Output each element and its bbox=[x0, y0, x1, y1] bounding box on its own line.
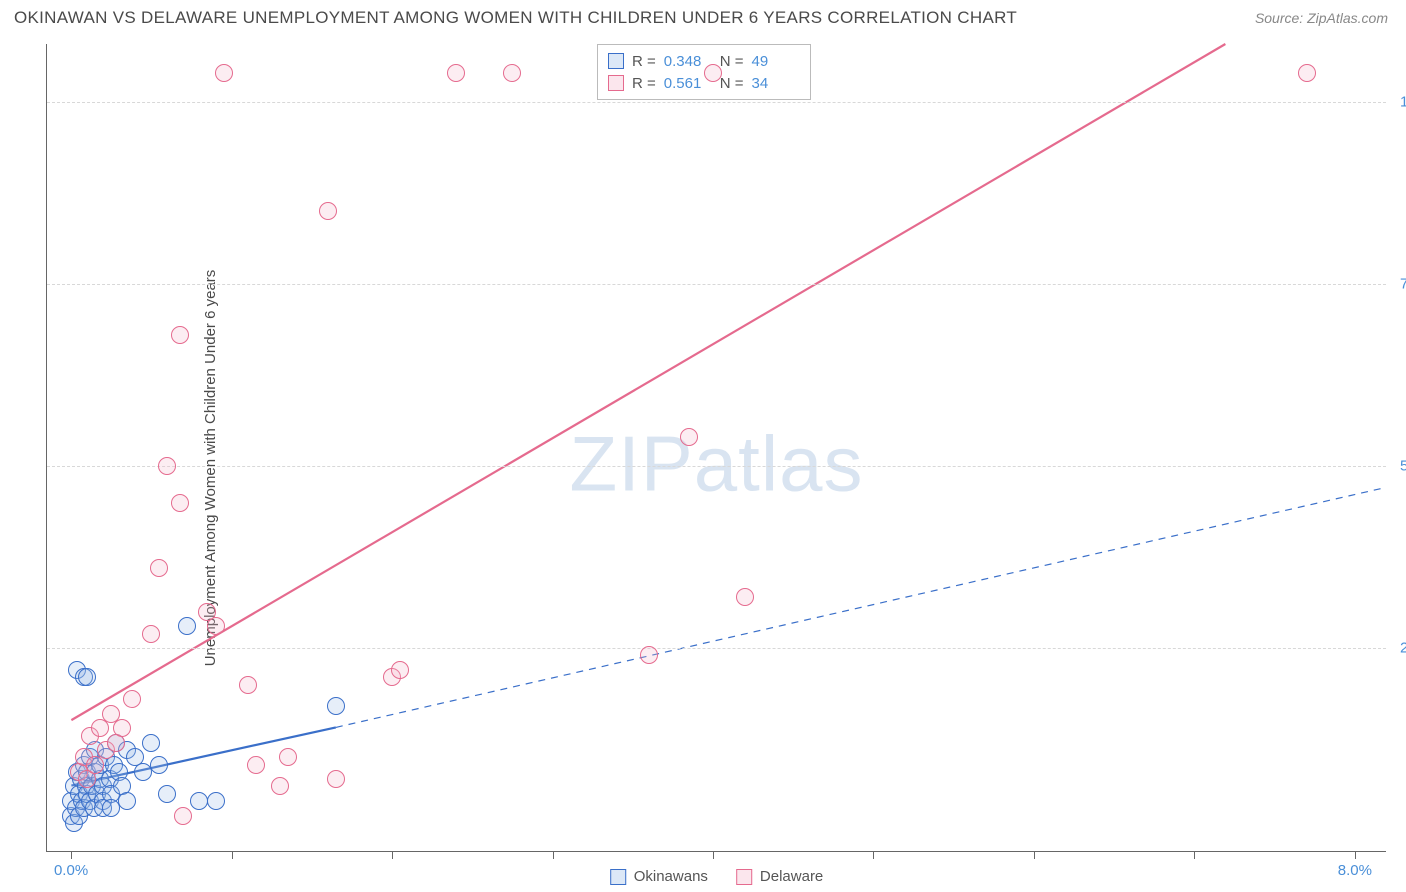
grid-line bbox=[47, 648, 1386, 649]
data-point bbox=[247, 756, 265, 774]
y-tick-label: 50.0% bbox=[1392, 458, 1406, 475]
y-tick-label: 100.0% bbox=[1392, 94, 1406, 111]
data-point bbox=[327, 770, 345, 788]
data-point bbox=[279, 748, 297, 766]
data-point bbox=[142, 625, 160, 643]
data-point bbox=[91, 719, 109, 737]
x-tick bbox=[553, 851, 554, 859]
x-tick bbox=[232, 851, 233, 859]
data-point bbox=[680, 428, 698, 446]
trend-line bbox=[336, 487, 1386, 727]
data-point bbox=[86, 756, 104, 774]
data-point bbox=[640, 646, 658, 664]
source-attribution: Source: ZipAtlas.com bbox=[1255, 10, 1388, 26]
data-point bbox=[207, 617, 225, 635]
legend-swatch bbox=[608, 53, 624, 69]
legend-n-label: N = bbox=[720, 53, 744, 70]
grid-line bbox=[47, 284, 1386, 285]
data-point bbox=[239, 676, 257, 694]
data-point bbox=[102, 799, 120, 817]
x-tick bbox=[713, 851, 714, 859]
x-tick bbox=[392, 851, 393, 859]
data-point bbox=[123, 690, 141, 708]
data-point bbox=[391, 661, 409, 679]
x-tick-label: 0.0% bbox=[54, 862, 88, 879]
grid-line bbox=[47, 102, 1386, 103]
x-tick bbox=[1034, 851, 1035, 859]
y-tick-label: 25.0% bbox=[1392, 640, 1406, 657]
watermark: ZIPatlas bbox=[569, 418, 863, 509]
data-point bbox=[178, 617, 196, 635]
data-point bbox=[215, 64, 233, 82]
data-point bbox=[271, 777, 289, 795]
x-tick bbox=[1355, 851, 1356, 859]
legend-n-value: 49 bbox=[752, 53, 800, 70]
legend-swatch bbox=[608, 75, 624, 91]
data-point bbox=[319, 202, 337, 220]
series-legend: Okinawans Delaware bbox=[610, 868, 824, 885]
y-tick-label: 75.0% bbox=[1392, 276, 1406, 293]
data-point bbox=[158, 785, 176, 803]
data-point bbox=[174, 807, 192, 825]
chart-container: OKINAWAN VS DELAWARE UNEMPLOYMENT AMONG … bbox=[0, 0, 1406, 892]
data-point bbox=[207, 792, 225, 810]
legend-item: Okinawans bbox=[610, 868, 708, 885]
plot-wrap: Unemployment Among Women with Children U… bbox=[0, 44, 1406, 892]
trendlines-svg bbox=[47, 44, 1386, 851]
title-bar: OKINAWAN VS DELAWARE UNEMPLOYMENT AMONG … bbox=[0, 0, 1406, 36]
legend-series-name: Okinawans bbox=[634, 868, 708, 885]
chart-title: OKINAWAN VS DELAWARE UNEMPLOYMENT AMONG … bbox=[14, 8, 1017, 28]
plot-area: ZIPatlas R =0.348N =49R =0.561N =34 Okin… bbox=[46, 44, 1386, 852]
legend-n-label: N = bbox=[720, 75, 744, 92]
legend-r-label: R = bbox=[632, 75, 656, 92]
x-tick-label: 8.0% bbox=[1338, 862, 1372, 879]
data-point bbox=[736, 588, 754, 606]
x-tick bbox=[71, 851, 72, 859]
data-point bbox=[142, 734, 160, 752]
data-point bbox=[447, 64, 465, 82]
data-point bbox=[158, 457, 176, 475]
legend-n-value: 34 bbox=[752, 75, 800, 92]
watermark-atlas: atlas bbox=[694, 419, 864, 507]
data-point bbox=[150, 559, 168, 577]
data-point bbox=[704, 64, 722, 82]
data-point bbox=[150, 756, 168, 774]
legend-r-value: 0.348 bbox=[664, 53, 712, 70]
data-point bbox=[113, 719, 131, 737]
data-point bbox=[503, 64, 521, 82]
legend-item: Delaware bbox=[736, 868, 823, 885]
legend-swatch bbox=[610, 869, 626, 885]
data-point bbox=[171, 326, 189, 344]
data-point bbox=[118, 792, 136, 810]
legend-swatch bbox=[736, 869, 752, 885]
legend-r-label: R = bbox=[632, 53, 656, 70]
legend-series-name: Delaware bbox=[760, 868, 823, 885]
data-point bbox=[1298, 64, 1316, 82]
data-point bbox=[327, 697, 345, 715]
grid-line bbox=[47, 466, 1386, 467]
x-tick bbox=[1194, 851, 1195, 859]
trend-line bbox=[71, 44, 1225, 720]
watermark-zip: ZIP bbox=[569, 419, 693, 507]
x-tick bbox=[873, 851, 874, 859]
data-point bbox=[171, 494, 189, 512]
data-point bbox=[78, 668, 96, 686]
